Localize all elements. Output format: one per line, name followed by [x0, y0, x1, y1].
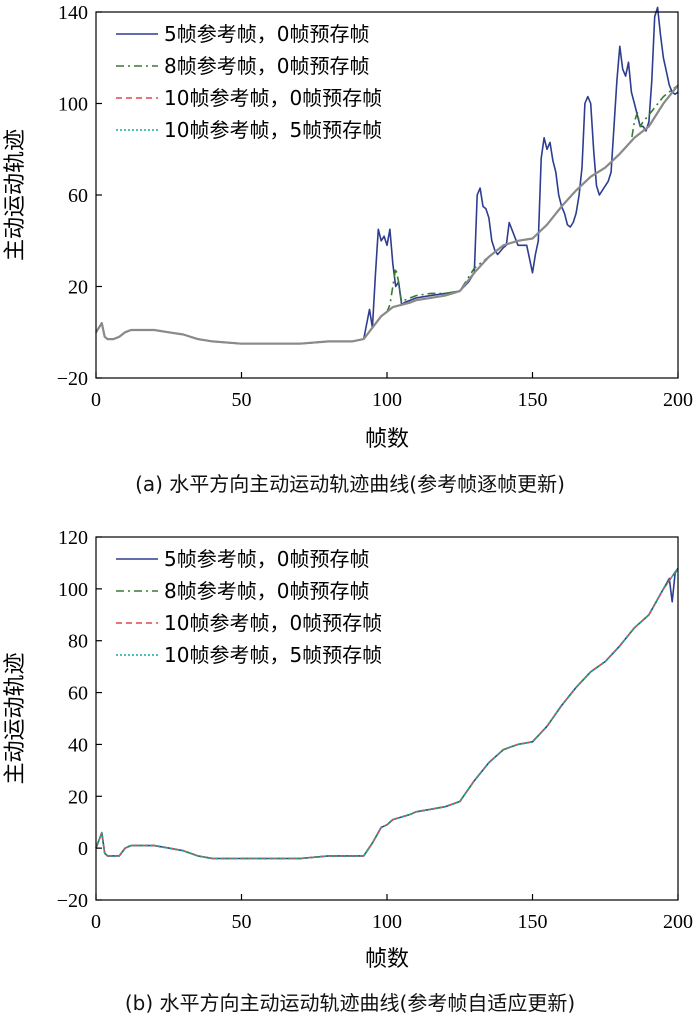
- chart-a-y-tick-label: 20: [68, 277, 88, 299]
- chart-a-x-tick-label: 150: [518, 389, 548, 411]
- chart-b-x-tick-label: 150: [518, 911, 548, 933]
- chart-b-legend-label: 8帧参考帧，0帧预存帧: [164, 579, 369, 603]
- chart-b-x-tick-label: 100: [372, 911, 402, 933]
- chart-b-y-tick-label: 20: [68, 786, 88, 808]
- chart-b-y-tick-label: 60: [68, 683, 88, 705]
- chart-b-y-tick-label: 120: [58, 527, 88, 549]
- chart-a-y-tick-label: 100: [58, 94, 88, 116]
- chart-b-y-tick-label: 80: [68, 631, 88, 653]
- chart-a-legend-label: 8帧参考帧，0帧预存帧: [164, 54, 369, 78]
- chart-b-y-axis-label: 主动运动轨迹: [3, 652, 28, 784]
- chart-b-legend-label: 5帧参考帧，0帧预存帧: [164, 547, 369, 571]
- chart-b-x-tick-label: 200: [663, 911, 693, 933]
- chart-a-legend-label: 5帧参考帧，0帧预存帧: [164, 22, 369, 46]
- chart-a-x-tick-label: 50: [232, 389, 252, 411]
- chart-b-y-tick-label: 0: [78, 838, 88, 860]
- chart-a-legend-label: 10帧参考帧，5帧预存帧: [164, 118, 382, 142]
- chart-a-x-axis-label: 帧数: [365, 427, 409, 452]
- chart-b-series-line-3: [95, 567, 679, 860]
- chart-a-y-axis-label: 主动运动轨迹: [3, 129, 28, 261]
- chart-a-series-line-4: [95, 84, 679, 345]
- chart-b-y-tick-label: 100: [58, 579, 88, 601]
- chart-b-x-tick-label: 50: [232, 911, 252, 933]
- chart-a-x-tick-label: 100: [372, 389, 402, 411]
- chart-b: 0 50 100 150 200−20020406080100120帧数主动运动轨迹5帧…: [3, 527, 693, 972]
- chart-b-legend-label: 10帧参考帧，5帧预存帧: [164, 643, 382, 667]
- chart-b-legend-label: 10帧参考帧，0帧预存帧: [164, 611, 382, 635]
- chart-b-caption: (b) 水平方向主动运动轨迹曲线(参考帧自适应更新): [124, 991, 576, 1015]
- chart-a-legend-label: 10帧参考帧，0帧预存帧: [164, 86, 382, 110]
- chart-b-y-tick-label: −20: [57, 890, 88, 912]
- chart-b-x-axis-label: 帧数: [365, 947, 409, 972]
- chart-a-y-tick-label: −20: [57, 368, 88, 390]
- chart-a-x-tick-label: 0: [91, 389, 101, 411]
- chart-a-x-tick-label: 200: [663, 389, 693, 411]
- chart-a-y-tick-label: 140: [58, 2, 88, 24]
- chart-b-x-tick-label: 0: [91, 911, 101, 933]
- chart-b-y-tick-label: 40: [68, 734, 88, 756]
- chart-a-y-tick-label: 60: [68, 185, 88, 207]
- chart-a: 0 50 100 150 200 −20 20 60 100 140 帧数 主动运动轨迹 5帧参考帧，0…: [3, 2, 693, 452]
- chart-a-caption: (a) 水平方向主动运动轨迹曲线(参考帧逐帧更新): [135, 472, 565, 496]
